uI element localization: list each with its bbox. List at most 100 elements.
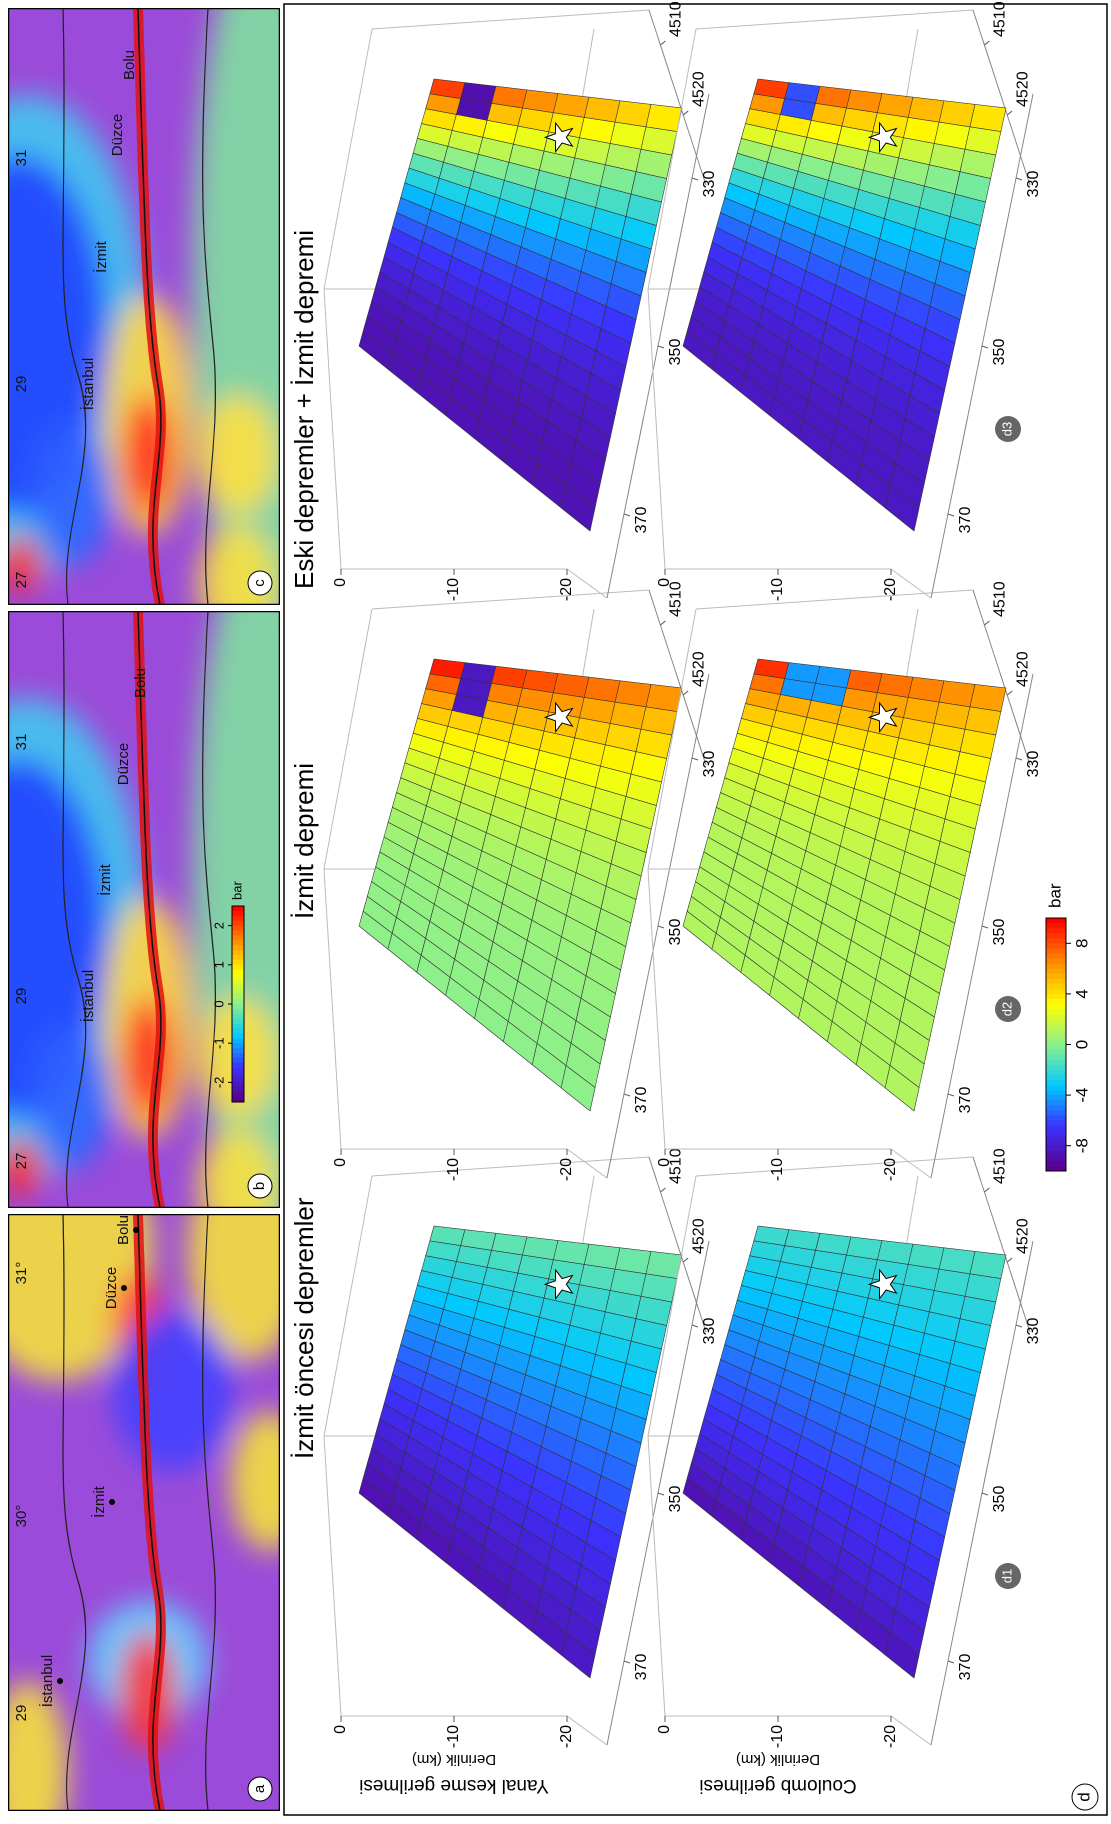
colorbar-slice bbox=[232, 905, 244, 911]
colorbar-slice bbox=[232, 964, 244, 970]
axis-line bbox=[972, 1156, 1031, 1333]
fault-trace bbox=[137, 611, 162, 1208]
x-tick-label: 370 bbox=[633, 507, 650, 534]
stress-lobe bbox=[8, 1681, 68, 1811]
axis-frame-line bbox=[890, 1148, 932, 1179]
colorbar-slice bbox=[1046, 963, 1066, 969]
colorbar-slice bbox=[1046, 1054, 1066, 1060]
surface-cell bbox=[938, 100, 976, 128]
longitude-label: 29 bbox=[13, 988, 30, 1005]
x-tick bbox=[623, 1660, 631, 1664]
colorbar-slice bbox=[232, 979, 244, 985]
stress-lobe bbox=[33, 425, 113, 565]
surface-cell bbox=[614, 100, 652, 128]
y-tick bbox=[682, 1257, 689, 1263]
y-tick bbox=[660, 1187, 666, 1193]
place-label: İzmit bbox=[96, 863, 114, 895]
surface-cell bbox=[583, 96, 621, 123]
colorbar-slice bbox=[1046, 1104, 1066, 1111]
longitude-label: 31 bbox=[13, 150, 30, 167]
x-tick-label: 350 bbox=[667, 339, 684, 366]
depth-axis-title: Derinlik (km) bbox=[412, 1751, 496, 1768]
axis-frame-line bbox=[371, 589, 650, 610]
colorbar-slice bbox=[232, 974, 244, 980]
map-frame bbox=[8, 8, 280, 605]
y-tick-label: 4510 bbox=[668, 581, 685, 617]
colorbar-slice bbox=[1046, 1155, 1066, 1161]
surface-cell bbox=[938, 1247, 976, 1275]
y-tick-label: 4520 bbox=[1014, 71, 1031, 107]
longitude-label: 29 bbox=[13, 1705, 30, 1722]
x-tick-label: 350 bbox=[667, 1486, 684, 1513]
fault-trace bbox=[137, 1214, 162, 1811]
fault-trace bbox=[137, 8, 162, 605]
colorbar-slice bbox=[232, 959, 244, 965]
panel-label: d bbox=[1074, 1792, 1093, 1801]
y-tick-label: 4520 bbox=[690, 1218, 707, 1254]
place-label: Bolu bbox=[115, 1215, 132, 1245]
depth-tick-label: -10 bbox=[769, 1158, 786, 1181]
x-tick-label: 350 bbox=[667, 919, 684, 946]
colorbar-slice bbox=[1046, 1099, 1066, 1106]
axis-frame-line bbox=[695, 9, 974, 30]
x-tick bbox=[981, 1492, 989, 1496]
panel-label-badge bbox=[247, 570, 273, 596]
depth-tick-label: -10 bbox=[445, 578, 462, 601]
colorbar-slice bbox=[232, 1077, 244, 1083]
colorbar-slice bbox=[232, 920, 244, 926]
panel-label-badge bbox=[247, 1173, 273, 1199]
colorbar-tick-label: 0 bbox=[1072, 1040, 1091, 1049]
colorbar-slice bbox=[232, 993, 244, 1000]
subpanel-label: d2 bbox=[999, 1002, 1014, 1016]
x-tick bbox=[981, 925, 989, 929]
colorbar-tick-label: 2 bbox=[211, 922, 226, 929]
axis-frame-line bbox=[647, 1435, 666, 1717]
y-tick bbox=[682, 690, 689, 696]
colorbar-slice bbox=[232, 1067, 244, 1073]
colorbar-slice bbox=[1046, 927, 1066, 934]
surface-cell bbox=[969, 1251, 1007, 1279]
colorbar-unit: bar bbox=[229, 881, 244, 900]
y-tick bbox=[984, 40, 990, 46]
surface-cell bbox=[907, 1243, 945, 1270]
colorbar-slice bbox=[232, 925, 244, 931]
axis-frame-line bbox=[323, 1435, 342, 1717]
x-tick-label: 350 bbox=[991, 919, 1008, 946]
y-tick bbox=[984, 1187, 990, 1193]
panel-label-badge bbox=[247, 1776, 273, 1802]
axis-frame-line bbox=[566, 1148, 608, 1179]
depth-axis-title: Derinlik (km) bbox=[736, 1751, 820, 1768]
x-tick bbox=[623, 1093, 631, 1097]
x-tick-label: 370 bbox=[633, 1087, 650, 1114]
axis-frame-line bbox=[647, 608, 697, 870]
panel-label: a bbox=[251, 1784, 268, 1793]
row-title: Yanal kesme gerilmesi bbox=[359, 1775, 549, 1796]
x-tick bbox=[947, 1093, 955, 1097]
colorbar-tick-label: -2 bbox=[211, 1077, 226, 1089]
hypocenter-star bbox=[867, 1268, 898, 1301]
hypocenter-star bbox=[867, 701, 898, 734]
colorbar-slice bbox=[232, 949, 244, 955]
depth-tick-label: 0 bbox=[656, 1158, 673, 1167]
colorbar-slice bbox=[1046, 1109, 1066, 1116]
surface-cell bbox=[614, 680, 652, 708]
stress-lobe bbox=[33, 1028, 113, 1168]
colorbar-slice bbox=[232, 1062, 244, 1068]
colorbar-slice bbox=[232, 1008, 244, 1014]
place-label: Düzce bbox=[103, 1267, 120, 1310]
colorbar-slice bbox=[1046, 937, 1066, 944]
colorbar-slice bbox=[1046, 988, 1066, 994]
panel-label: b bbox=[251, 1182, 268, 1190]
stress-surface-plot: 0 -10 -20 370 350 330 4520 4510 bbox=[323, 581, 718, 1181]
colorbar-tick-label: -8 bbox=[1072, 1138, 1091, 1153]
coastline bbox=[62, 611, 87, 1208]
stress-lobe bbox=[113, 1311, 233, 1471]
colorbar-slice bbox=[232, 1013, 244, 1019]
colorbar-slice bbox=[232, 1096, 244, 1102]
colorbar-slice bbox=[232, 1072, 244, 1078]
colorbar-slice bbox=[232, 1023, 244, 1029]
colorbar-slice bbox=[232, 969, 244, 975]
surface-cell bbox=[907, 676, 945, 703]
stress-surface-plot: 0 -10 -20 370 350 330 4520 4510 bbox=[323, 1, 718, 601]
